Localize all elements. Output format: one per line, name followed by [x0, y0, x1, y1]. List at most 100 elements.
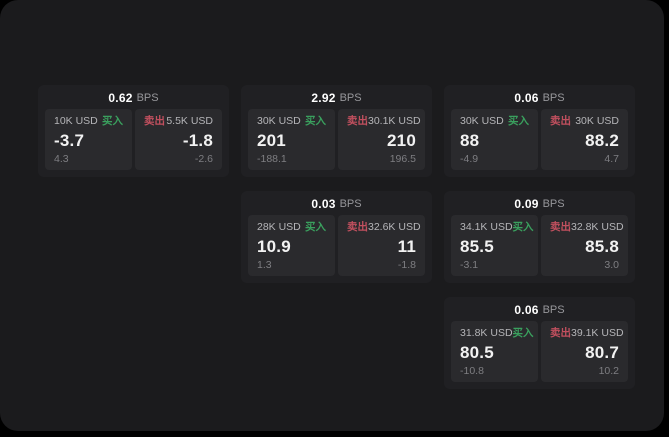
sell-tile-header: 卖出 30.1K USD [347, 115, 421, 127]
buy-delta: -188.1 [257, 152, 287, 165]
buy-quote-tile[interactable]: 30K USD 买入 201 -188.1 [248, 109, 335, 170]
sell-side-label: 卖出 [347, 221, 368, 233]
bps-header: 0.06 BPS [451, 89, 628, 107]
sell-notional: 32.8K USD [571, 221, 624, 233]
buy-side-label: 买入 [512, 327, 534, 339]
sell-quote-tile[interactable]: 卖出 32.6K USD 11 -1.8 [338, 215, 425, 276]
sell-delta: 196.5 [389, 152, 416, 165]
quote-body: 30K USD 买入 201 -188.1 卖出 30.1K USD 210 1… [248, 109, 425, 170]
sell-delta: 10.2 [598, 364, 619, 377]
buy-price: -3.7 [54, 130, 85, 150]
buy-quote-tile[interactable]: 31.8K USD 买入 80.5 -10.8 [451, 321, 538, 382]
buy-delta: -4.9 [460, 152, 479, 165]
buy-side-label: 买入 [102, 115, 123, 127]
buy-tile-header: 30K USD 买入 [460, 116, 529, 127]
buy-notional: 30K USD [257, 115, 301, 127]
sell-quote-tile[interactable]: 卖出 39.1K USD 80.7 10.2 [541, 321, 628, 382]
sell-quote-tile[interactable]: 卖出 30.1K USD 210 196.5 [338, 109, 425, 170]
bps-unit-label: BPS [542, 92, 565, 104]
quote-body: 10K USD 买入 -3.7 4.3 卖出 5.5K USD -1.8 -2.… [45, 109, 222, 170]
quote-card: 2.92 BPS 30K USD 买入 201 -188.1 卖出 30.1K … [241, 85, 432, 177]
sell-notional: 5.5K USD [166, 115, 213, 127]
sell-side-label: 卖出 [550, 115, 571, 127]
sell-notional: 30.1K USD [368, 115, 421, 127]
sell-price: 85.8 [585, 236, 619, 256]
buy-tile-header: 10K USD 买入 [54, 116, 123, 127]
buy-tile-header: 34.1K USD 买入 [460, 222, 534, 233]
sell-tile-header: 卖出 32.6K USD [347, 221, 421, 233]
sell-delta: -2.6 [194, 152, 213, 165]
bps-unit-label: BPS [136, 92, 159, 104]
buy-tile-header: 30K USD 买入 [257, 116, 326, 127]
quote-card: 0.03 BPS 28K USD 买入 10.9 1.3 卖出 32.6K US… [241, 191, 432, 283]
bps-unit-label: BPS [542, 198, 565, 210]
bps-value: 0.03 [311, 197, 336, 211]
sell-side-label: 卖出 [144, 115, 165, 127]
sell-side-label: 卖出 [347, 115, 368, 127]
bps-value: 0.06 [514, 303, 539, 317]
sell-notional: 30K USD [575, 115, 619, 127]
quote-card: 0.06 BPS 30K USD 买入 88 -4.9 卖出 30K USD 8… [444, 85, 635, 177]
sell-quote-tile[interactable]: 卖出 30K USD 88.2 4.7 [541, 109, 628, 170]
buy-notional: 31.8K USD [460, 327, 513, 339]
sell-notional: 39.1K USD [571, 327, 624, 339]
bps-header: 0.06 BPS [451, 301, 628, 319]
buy-tile-header: 31.8K USD 买入 [460, 327, 534, 339]
bps-value: 0.09 [514, 197, 539, 211]
bps-value: 0.62 [108, 91, 133, 105]
buy-delta: 1.3 [257, 258, 272, 271]
buy-quote-tile[interactable]: 10K USD 买入 -3.7 4.3 [45, 109, 132, 170]
bps-value: 2.92 [311, 91, 336, 105]
sell-price: -1.8 [182, 130, 213, 150]
sell-quote-tile[interactable]: 卖出 32.8K USD 85.8 3.0 [541, 215, 628, 276]
bps-header: 0.09 BPS [451, 195, 628, 213]
quote-card: 0.62 BPS 10K USD 买入 -3.7 4.3 卖出 5.5K USD… [38, 85, 229, 177]
sell-delta: 3.0 [604, 258, 619, 271]
bps-unit-label: BPS [339, 92, 362, 104]
sell-tile-header: 卖出 32.8K USD [550, 221, 624, 233]
sell-side-label: 卖出 [550, 327, 571, 339]
sell-quote-tile[interactable]: 卖出 5.5K USD -1.8 -2.6 [135, 109, 222, 170]
sell-tile-header: 卖出 30K USD [550, 116, 619, 127]
buy-delta: 4.3 [54, 152, 69, 165]
bps-header: 2.92 BPS [248, 89, 425, 107]
sell-tile-header: 卖出 5.5K USD [144, 116, 213, 127]
bps-header: 0.62 BPS [45, 89, 222, 107]
buy-delta: -3.1 [460, 258, 479, 271]
sell-notional: 32.6K USD [368, 221, 421, 233]
sell-side-label: 卖出 [550, 221, 571, 233]
quote-body: 28K USD 买入 10.9 1.3 卖出 32.6K USD 11 -1.8 [248, 215, 425, 276]
buy-side-label: 买入 [305, 221, 326, 233]
buy-notional: 30K USD [460, 115, 504, 127]
bps-value: 0.06 [514, 91, 539, 105]
buy-quote-tile[interactable]: 30K USD 买入 88 -4.9 [451, 109, 538, 170]
buy-notional: 28K USD [257, 221, 301, 233]
buy-tile-header: 28K USD 买入 [257, 222, 326, 233]
buy-price: 201 [257, 130, 286, 150]
sell-delta: -1.8 [397, 258, 416, 271]
sell-delta: 4.7 [604, 152, 619, 165]
app-window: 0.62 BPS 10K USD 买入 -3.7 4.3 卖出 5.5K USD… [0, 0, 664, 431]
quote-card: 0.06 BPS 31.8K USD 买入 80.5 -10.8 卖出 39.1… [444, 297, 635, 389]
quote-body: 34.1K USD 买入 85.5 -3.1 卖出 32.8K USD 85.8… [451, 215, 628, 276]
quote-grid: 0.62 BPS 10K USD 买入 -3.7 4.3 卖出 5.5K USD… [38, 85, 635, 389]
buy-price: 85.5 [460, 236, 494, 256]
sell-price: 210 [387, 130, 416, 150]
buy-price: 88 [460, 130, 480, 150]
bps-unit-label: BPS [542, 304, 565, 316]
quote-body: 30K USD 买入 88 -4.9 卖出 30K USD 88.2 4.7 [451, 109, 628, 170]
buy-price: 80.5 [460, 342, 494, 362]
buy-delta: -10.8 [460, 364, 484, 377]
sell-price: 88.2 [585, 130, 619, 150]
buy-notional: 10K USD [54, 115, 98, 127]
bps-header: 0.03 BPS [248, 195, 425, 213]
sell-price: 80.7 [585, 342, 619, 362]
quote-card: 0.09 BPS 34.1K USD 买入 85.5 -3.1 卖出 32.8K… [444, 191, 635, 283]
sell-price: 11 [397, 236, 416, 256]
buy-price: 10.9 [257, 236, 291, 256]
buy-side-label: 买入 [512, 221, 534, 233]
buy-quote-tile[interactable]: 34.1K USD 买入 85.5 -3.1 [451, 215, 538, 276]
buy-quote-tile[interactable]: 28K USD 买入 10.9 1.3 [248, 215, 335, 276]
quote-body: 31.8K USD 买入 80.5 -10.8 卖出 39.1K USD 80.… [451, 321, 628, 382]
sell-tile-header: 卖出 39.1K USD [550, 327, 624, 339]
